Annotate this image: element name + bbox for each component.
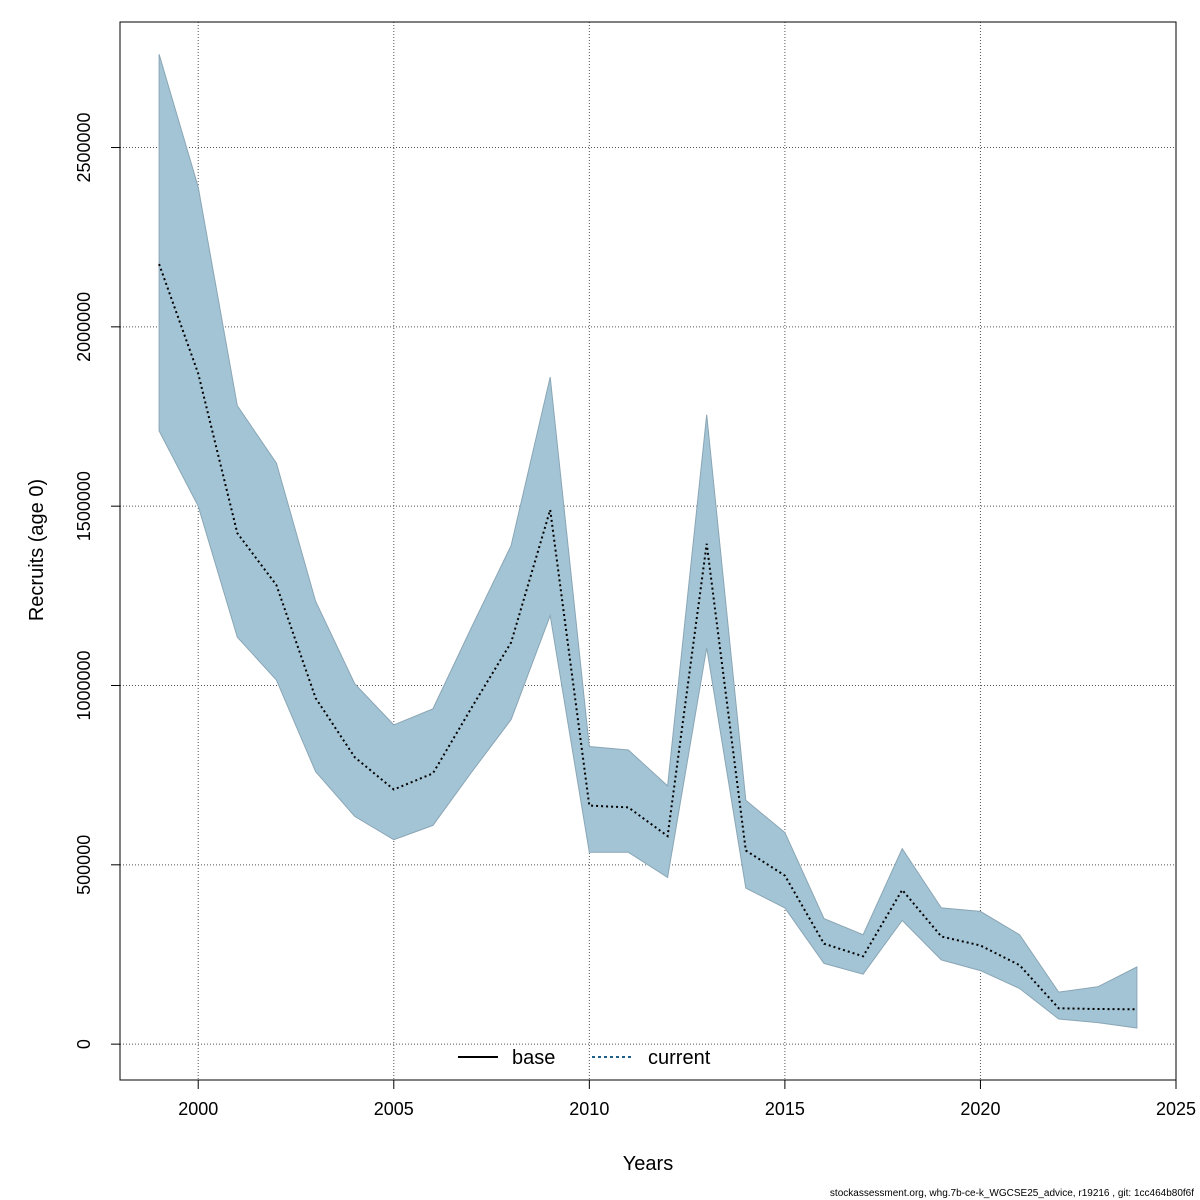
legend: base current [458,1047,711,1069]
x-tick-label-4: 2020 [960,1099,1000,1119]
plot-frame [119,21,1177,1081]
footer-note: stockassessment.org, whg.7b-ce-k_WGCSE25… [830,1188,1194,1199]
grid-lines [120,22,1177,1080]
x-tick-label-2: 2010 [569,1099,609,1119]
y-tick-label-0: 0 [74,1039,94,1049]
x-tick-label-0: 2000 [178,1099,218,1119]
y-axis: 0 500000 1000000 1500000 2000000 2500000 [74,112,120,1049]
x-tick-label-1: 2005 [374,1099,414,1119]
series-line-current [158,263,1137,1011]
legend-label-current: current [648,1047,711,1069]
confidence-band [158,54,1138,1029]
x-tick-label-3: 2015 [765,1099,805,1119]
x-axis-title: Years [623,1153,673,1175]
y-tick-label-2: 1000000 [74,650,94,720]
x-axis: 2000 2005 2010 2015 2020 2025 [178,1080,1196,1119]
y-tick-label-4: 2000000 [74,292,94,362]
y-tick-label-5: 2500000 [74,112,94,182]
legend-label-base: base [512,1047,555,1069]
x-tick-label-5: 2025 [1156,1099,1196,1119]
y-tick-label-3: 1500000 [74,471,94,541]
series-lines [158,263,1137,1011]
y-axis-title: Recruits (age 0) [26,479,48,621]
y-tick-label-1: 500000 [74,835,94,895]
